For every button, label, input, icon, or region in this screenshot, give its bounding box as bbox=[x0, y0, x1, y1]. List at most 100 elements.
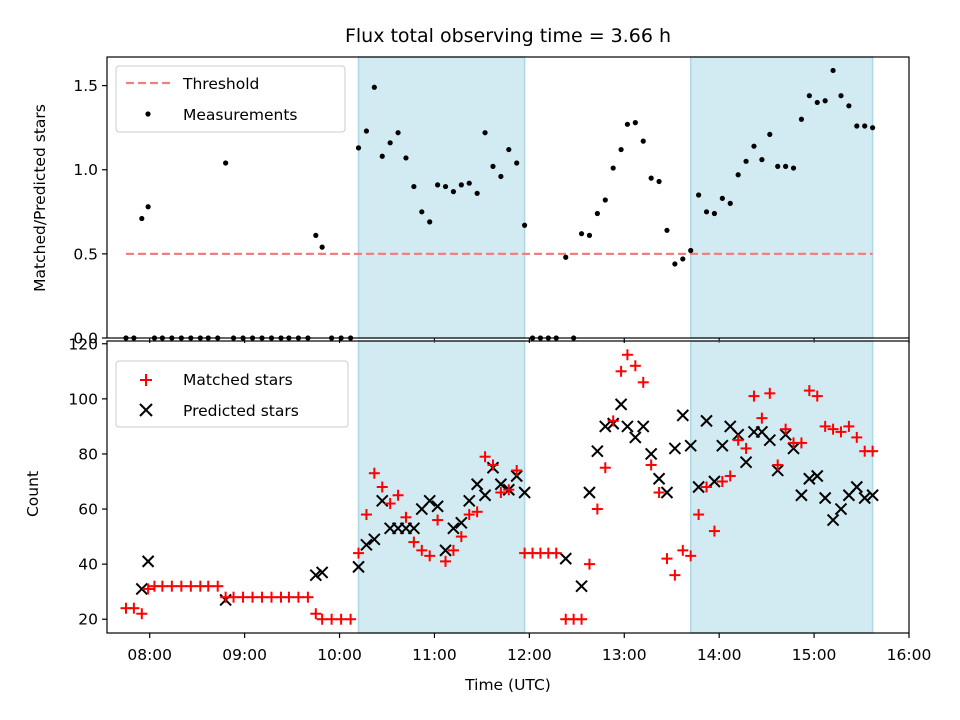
matched-stars-series bbox=[120, 349, 879, 625]
top-plot-frame bbox=[106, 56, 910, 339]
matched-star-point bbox=[827, 423, 839, 435]
measurement-point bbox=[594, 210, 600, 217]
matched-star-point bbox=[637, 376, 649, 388]
predicted-star-point bbox=[811, 469, 824, 483]
measurement-point bbox=[379, 153, 385, 159]
measurement-point bbox=[363, 128, 370, 134]
measurement-point bbox=[640, 138, 646, 144]
predicted-star-point bbox=[866, 489, 879, 502]
measurement-point bbox=[387, 140, 393, 146]
matched-star-point bbox=[819, 420, 831, 432]
matched-star-point bbox=[629, 360, 641, 372]
measurement-point bbox=[759, 157, 765, 163]
measurement-point bbox=[632, 120, 638, 126]
matched-star-point bbox=[302, 591, 314, 603]
matched-star-point bbox=[615, 365, 627, 377]
top-legend: Threshold Measurements bbox=[115, 65, 346, 133]
measurement-point bbox=[514, 160, 520, 166]
matched-star-point bbox=[283, 591, 295, 603]
matched-star-point bbox=[621, 349, 633, 361]
measurement-point bbox=[830, 67, 836, 74]
predicted-star-point bbox=[614, 398, 628, 411]
bottom-y-tick-label: 60 bbox=[78, 501, 98, 519]
measurement-point bbox=[711, 210, 718, 217]
measurement-point bbox=[522, 222, 528, 228]
predicted-star-point bbox=[575, 579, 588, 593]
predicted-star-point bbox=[834, 502, 848, 516]
matched-star-point bbox=[583, 558, 595, 570]
bottom-legend: Matched stars Predicted stars bbox=[115, 360, 349, 428]
predicted-star-point bbox=[621, 420, 634, 433]
matched-star-point bbox=[326, 613, 338, 625]
predicted-star-point bbox=[652, 472, 666, 485]
predicted-star-point bbox=[439, 544, 452, 557]
x-tick-label: 09:00 bbox=[222, 646, 267, 664]
bottom-plot-frame bbox=[106, 340, 910, 634]
measurement-point bbox=[442, 183, 449, 190]
predicted-stars-series bbox=[135, 398, 879, 607]
matched-star-point bbox=[247, 591, 259, 603]
matched-star-point bbox=[693, 509, 705, 521]
bottom-x-axis: 08:00 09:00 10:00 11:00 12:00 13:00 14:00 15:00… bbox=[127, 633, 931, 664]
matched-star-point bbox=[471, 506, 483, 518]
x-tick-label: 11:00 bbox=[412, 646, 457, 664]
matched-star-point bbox=[292, 591, 304, 603]
measurement-point bbox=[419, 209, 425, 215]
matched-star-point bbox=[416, 544, 428, 556]
matched-star-point bbox=[156, 580, 168, 592]
x-tick-label: 12:00 bbox=[507, 646, 552, 664]
predicted-star-point bbox=[763, 433, 777, 447]
top-y-tick-label: 1.0 bbox=[73, 161, 98, 179]
x-tick-label: 08:00 bbox=[127, 646, 172, 664]
matched-star-point bbox=[335, 613, 347, 625]
predicted-star-point bbox=[629, 431, 642, 444]
predicted-star-point bbox=[858, 491, 871, 505]
measurement-point bbox=[355, 145, 362, 151]
measurement-point bbox=[656, 178, 662, 185]
matched-star-point bbox=[716, 475, 728, 487]
predicted-star-point bbox=[668, 442, 682, 455]
measurement-point bbox=[719, 195, 725, 201]
predicted-star-point bbox=[739, 456, 753, 469]
measurements-legend-label: Measurements bbox=[183, 106, 298, 124]
measurement-point bbox=[735, 172, 741, 178]
matched-star-point bbox=[685, 550, 697, 562]
predicted-star-point bbox=[692, 480, 705, 494]
matched-star-point bbox=[408, 536, 420, 548]
measurement-point bbox=[458, 182, 464, 188]
predicted-star-point bbox=[447, 522, 460, 535]
matched-star-point bbox=[653, 487, 665, 499]
matched-star-point bbox=[740, 442, 752, 454]
predicted-star-point bbox=[708, 475, 721, 488]
measurement-point bbox=[563, 254, 569, 260]
measurement-point bbox=[862, 123, 868, 129]
measurement-point bbox=[403, 155, 409, 161]
measurement-point bbox=[610, 165, 616, 171]
matched-star-point bbox=[645, 459, 657, 471]
matched-star-point bbox=[368, 467, 380, 479]
matched-star-point bbox=[756, 412, 768, 424]
matched-star-point bbox=[353, 547, 365, 559]
predicted-legend-swatch bbox=[139, 403, 153, 417]
matched-star-point bbox=[256, 591, 268, 603]
measurement-point bbox=[490, 163, 496, 169]
matched-star-point bbox=[701, 481, 713, 493]
matched-star-point bbox=[677, 544, 689, 556]
x-axis-label: Time (UTC) bbox=[464, 676, 551, 694]
matched-star-point bbox=[851, 431, 863, 443]
matched-star-point bbox=[479, 451, 491, 463]
x-tick-label: 13:00 bbox=[602, 646, 647, 664]
matched-star-point bbox=[661, 553, 673, 565]
measurement-point bbox=[696, 192, 702, 198]
matched-star-point bbox=[669, 569, 681, 581]
measurement-point bbox=[743, 158, 749, 164]
measurement-point bbox=[498, 173, 504, 180]
measurement-point bbox=[466, 180, 472, 186]
predicted-star-point bbox=[779, 428, 792, 441]
predicted-star-point bbox=[684, 439, 697, 452]
matched-star-point bbox=[202, 580, 214, 592]
measurement-point bbox=[578, 231, 585, 237]
measurement-point bbox=[664, 227, 670, 233]
matched-star-point bbox=[212, 580, 224, 592]
bottom-y-tick-label: 40 bbox=[78, 556, 98, 574]
